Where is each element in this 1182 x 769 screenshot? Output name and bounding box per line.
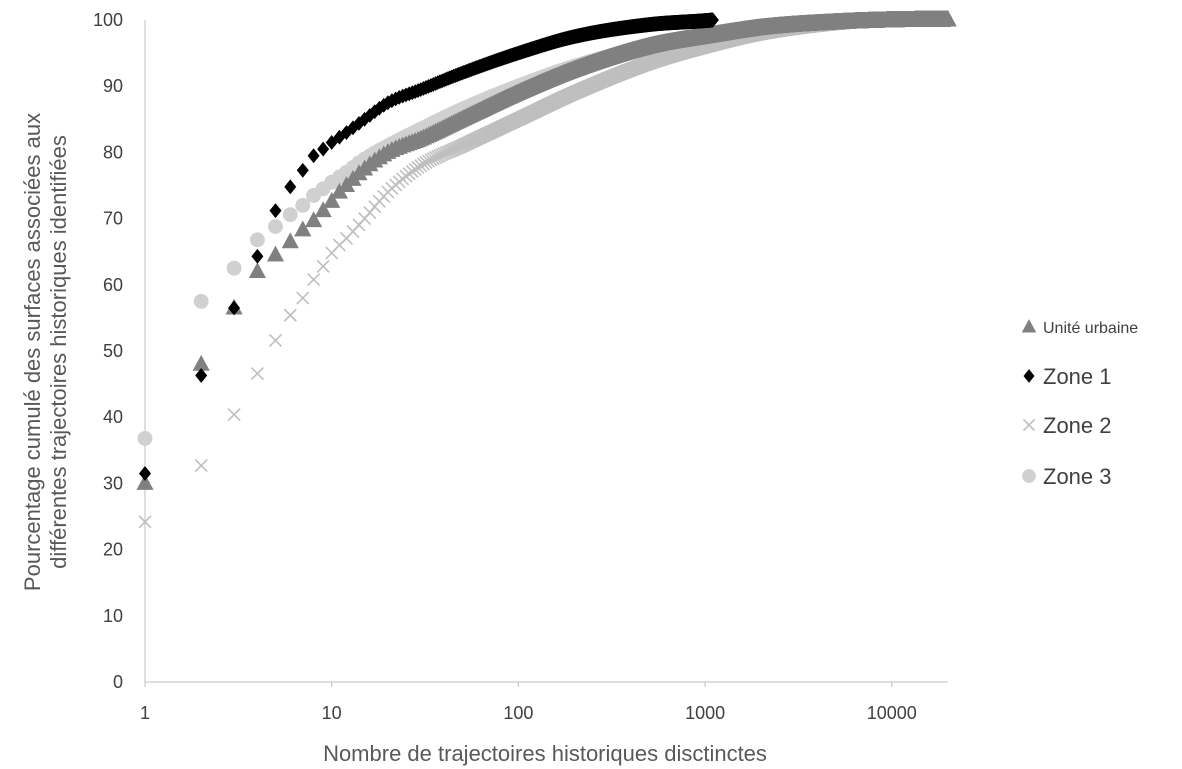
x-axis-title: Nombre de trajectoires historiques disct… [323, 741, 767, 766]
y-tick-label: 30 [103, 473, 123, 493]
y-axis-title: Pourcentage cumulé des surfaces associée… [20, 113, 71, 591]
x-tick-label: 10000 [867, 703, 917, 723]
y-tick-label: 20 [103, 540, 123, 560]
y-tick-label: 60 [103, 275, 123, 295]
y-axis-title-line-1: Pourcentage cumulé des surfaces associée… [20, 113, 45, 591]
data-point [308, 274, 320, 286]
data-point [195, 460, 207, 472]
x-tick-label: 1 [140, 703, 150, 723]
y-tick-label: 10 [103, 606, 123, 626]
data-point [228, 409, 240, 421]
y-tick-label: 70 [103, 209, 123, 229]
y-axis-title-line-2: différentes trajectoires historiques ide… [46, 135, 71, 569]
data-point [297, 292, 309, 304]
x-tick-label: 10 [322, 703, 342, 723]
x-tick-label: 1000 [685, 703, 725, 723]
y-tick-label: 80 [103, 142, 123, 162]
y-tick-label: 40 [103, 407, 123, 427]
x-tick-label: 100 [503, 703, 533, 723]
y-tick-label: 90 [103, 76, 123, 96]
y-tick-label: 100 [93, 10, 123, 30]
y-tick-label: 50 [103, 341, 123, 361]
y-tick-label: 0 [113, 672, 123, 692]
data-point [251, 368, 263, 380]
data-point [284, 309, 296, 321]
data-point [269, 334, 281, 346]
data-point [317, 260, 329, 272]
